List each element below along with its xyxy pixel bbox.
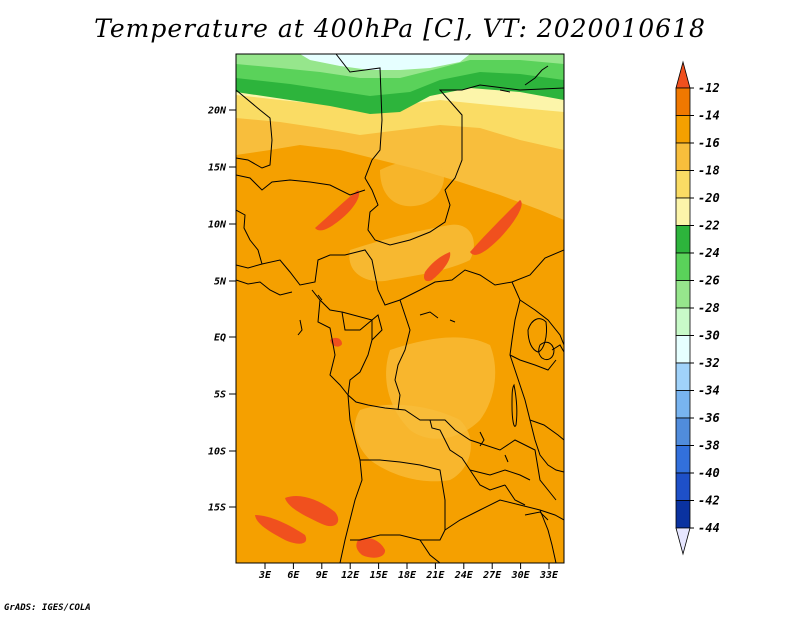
colorbar-label: -32 [698, 356, 720, 370]
colorbar-box [675, 390, 691, 419]
colorbar-label: -24 [698, 246, 720, 260]
colorbar-label: -26 [698, 274, 720, 288]
lat-label: 10N [208, 220, 227, 231]
lat-label: 20N [207, 106, 227, 117]
lat-label: EQ [214, 333, 226, 344]
colorbar: -12 -14 -16 -18 -20 -22 -24 -26 -28 -30 -32 -34 -36 -… [675, 60, 720, 556]
colorbar-box [675, 307, 691, 336]
colorbar-label: -20 [698, 191, 720, 205]
lat-label: 15N [208, 163, 227, 174]
colorbar-label: -14 [698, 109, 720, 123]
colorbar-box [675, 225, 691, 254]
lon-label: 33E [539, 570, 559, 581]
colorbar-box [675, 472, 691, 501]
lon-label: 9E [316, 570, 329, 581]
lon-label: 12E [341, 570, 360, 581]
grads-credit: GrADS: IGES/COLA [4, 603, 91, 613]
colorbar-box [675, 417, 691, 446]
lon-label: 3E [258, 570, 272, 581]
lon-label: 30E [511, 570, 531, 581]
lon-label: 18E [398, 570, 417, 581]
lat-label: 10S [208, 447, 226, 458]
colorbar-label: -18 [698, 164, 720, 178]
map-frame [235, 53, 565, 564]
colorbar-box [675, 197, 691, 226]
colorbar-top-arrow [675, 60, 691, 89]
lon-label: 6E [287, 570, 300, 581]
colorbar-box [675, 445, 691, 474]
colorbar-label: -36 [698, 411, 720, 425]
colorbar-box [675, 252, 691, 281]
colorbar-box [675, 500, 691, 529]
latitude-axis: 20N 15N 10N 5N EQ 5S 10S 15S [207, 106, 236, 514]
colorbar-box [675, 142, 691, 171]
colorbar-label: -34 [698, 384, 720, 398]
colorbar-label: -22 [698, 219, 720, 233]
colorbar-label: -30 [698, 329, 720, 343]
colorbar-label: -16 [698, 136, 720, 150]
lat-label: 5N [214, 277, 227, 288]
colorbar-label: -44 [698, 521, 720, 535]
lat-label: 15S [208, 503, 226, 514]
colorbar-label: -28 [698, 301, 720, 315]
lat-label: 5S [214, 390, 226, 401]
map-title: Temperature at 400hPa [C], VT: 202001061… [94, 14, 706, 43]
lon-label: 21E [425, 570, 445, 581]
longitude-axis: 3E 6E 9E 12E 15E 18E 21E 24E 27E 30E 33E [258, 563, 559, 581]
colorbar-label: -40 [698, 466, 720, 480]
country-borders [236, 54, 564, 563]
colorbar-box [675, 335, 691, 364]
lon-label: 27E [482, 570, 502, 581]
colorbar-box [675, 115, 691, 144]
colorbar-label: -12 [698, 81, 720, 95]
colorbar-box [675, 170, 691, 199]
colorbar-bottom-arrow [675, 527, 691, 556]
lon-label: 15E [370, 570, 389, 581]
colorbar-box [675, 362, 691, 391]
temperature-field [236, 54, 564, 563]
lon-label: 24E [454, 570, 474, 581]
colorbar-box [675, 87, 691, 116]
colorbar-label: -42 [698, 494, 720, 508]
colorbar-label: -38 [698, 439, 720, 453]
colorbar-box [675, 280, 691, 309]
